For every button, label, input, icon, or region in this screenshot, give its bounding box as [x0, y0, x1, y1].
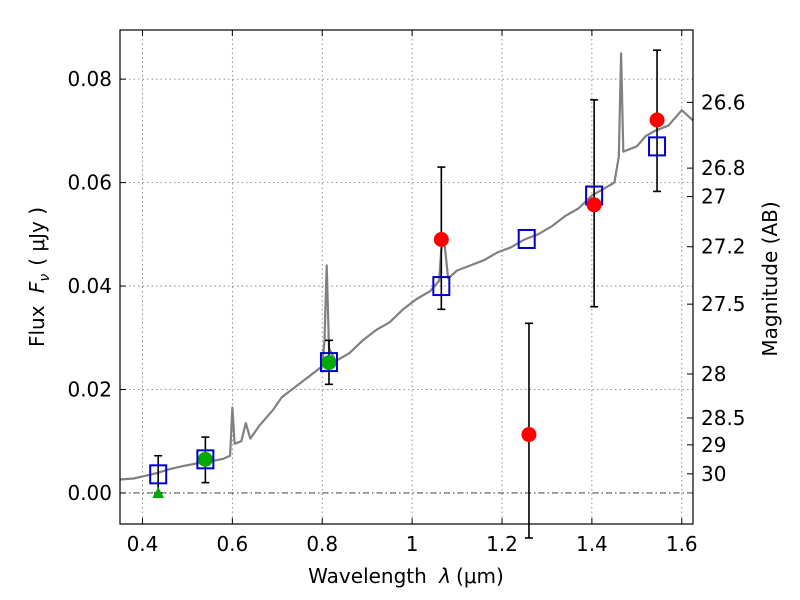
mag-tick-label: 28.5	[701, 406, 746, 430]
x-axis-title-unit: (μm)	[456, 564, 504, 588]
axis-ticks: 0.4 0.6 0.8 1 1.2 1.4 1.6 0.00 0.02 0.04 0.06 0.08 2…	[67, 30, 746, 556]
plot-frame	[119, 29, 694, 525]
plot-data	[120, 52, 693, 481]
mag-tick-label: 30	[701, 462, 726, 486]
x-tick-label: 1.2	[486, 532, 518, 556]
y-axis-title-prefix: Flux	[25, 299, 49, 347]
mag-tick-label: 27	[701, 185, 726, 209]
y2-axis-title: Magnitude (AB)	[758, 201, 782, 356]
x-tick-label: 1.4	[576, 532, 608, 556]
x-tick-label: 1.6	[666, 532, 698, 556]
mag-tick-label: 26.8	[701, 156, 746, 180]
mag-tick-label: 26.6	[701, 90, 746, 114]
optical-detection-point	[321, 355, 337, 371]
mag-tick-label: 29	[701, 433, 726, 457]
y-axis-title-nu: ν	[37, 274, 53, 282]
x-tick-label: 1	[406, 532, 419, 556]
y-axis-title-f: F	[25, 281, 49, 293]
y-axis-title: Flux Fν ( μJy )	[25, 207, 53, 347]
nir-detection-point	[649, 112, 665, 128]
nir-detection-point	[586, 197, 602, 213]
y-axis-title-unit: ( μJy )	[25, 207, 49, 266]
model-photometry-square	[196, 449, 215, 470]
model-photometry-square	[149, 464, 168, 485]
y-tick-label: 0.00	[67, 481, 112, 505]
model-photometry-square	[319, 352, 338, 373]
upper-limit-triangle	[152, 486, 165, 498]
x-axis-title: Wavelength λ (μm)	[308, 564, 504, 588]
x-axis-title-lambda: λ	[438, 564, 451, 588]
nir-detection-point	[521, 427, 537, 443]
mag-tick-label: 27.2	[701, 235, 746, 259]
model-photometry-square	[432, 276, 451, 297]
grid-lines	[120, 30, 693, 524]
model-spectrum-line	[120, 52, 693, 481]
y-tick-label: 0.08	[67, 67, 112, 91]
plot-markers	[149, 49, 667, 539]
mag-tick-label: 28	[701, 362, 726, 386]
nir-detection-point	[433, 231, 449, 247]
y-tick-label: 0.04	[67, 274, 112, 298]
y-tick-label: 0.06	[67, 171, 112, 195]
y-tick-label: 0.02	[67, 378, 112, 402]
model-photometry-square	[517, 228, 536, 249]
x-tick-label: 0.4	[127, 532, 159, 556]
model-photometry-square	[648, 136, 667, 157]
optical-detection-point	[197, 451, 213, 467]
mag-tick-label: 27.5	[701, 292, 746, 316]
x-tick-label: 0.6	[216, 532, 248, 556]
x-axis-title-prefix: Wavelength	[308, 564, 433, 588]
x-tick-label: 0.8	[306, 532, 338, 556]
